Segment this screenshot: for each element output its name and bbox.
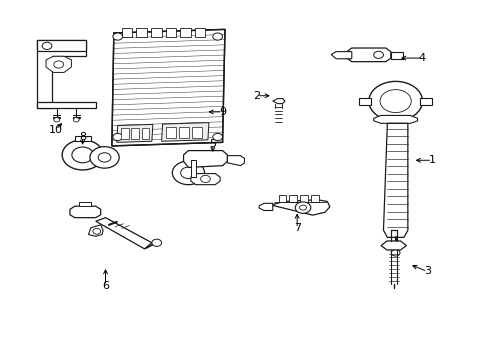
Polygon shape [289, 195, 297, 202]
Text: 2: 2 [253, 91, 260, 101]
Polygon shape [373, 116, 417, 123]
Polygon shape [166, 127, 176, 138]
Polygon shape [190, 174, 220, 185]
Polygon shape [112, 30, 224, 146]
Polygon shape [37, 40, 86, 51]
Circle shape [368, 81, 422, 121]
Polygon shape [88, 225, 103, 236]
Text: 10: 10 [49, 125, 62, 135]
Polygon shape [112, 30, 224, 146]
Circle shape [42, 42, 52, 49]
Text: 4: 4 [418, 53, 425, 63]
Circle shape [54, 61, 63, 68]
Circle shape [54, 118, 60, 122]
Text: 3: 3 [423, 266, 430, 276]
Polygon shape [191, 127, 201, 138]
Polygon shape [151, 28, 161, 37]
Polygon shape [79, 202, 91, 206]
Polygon shape [194, 28, 205, 37]
Circle shape [212, 33, 222, 40]
Polygon shape [358, 98, 370, 105]
Polygon shape [380, 241, 406, 250]
Polygon shape [300, 195, 307, 202]
Polygon shape [122, 28, 132, 37]
Circle shape [72, 147, 93, 163]
Polygon shape [383, 123, 407, 237]
Circle shape [379, 90, 410, 113]
Circle shape [390, 249, 399, 256]
Polygon shape [271, 200, 329, 215]
Text: 9: 9 [219, 107, 225, 117]
Circle shape [113, 33, 122, 40]
Polygon shape [180, 28, 190, 37]
Polygon shape [227, 156, 244, 166]
Polygon shape [37, 102, 96, 108]
Polygon shape [131, 128, 139, 139]
Polygon shape [165, 28, 176, 37]
Polygon shape [278, 195, 286, 202]
Polygon shape [190, 160, 195, 177]
Circle shape [90, 147, 119, 168]
Circle shape [299, 205, 306, 210]
Polygon shape [96, 218, 152, 249]
Text: 6: 6 [102, 281, 109, 291]
Text: 7: 7 [293, 224, 300, 233]
Polygon shape [117, 125, 153, 142]
Circle shape [212, 134, 222, 140]
Polygon shape [390, 51, 402, 59]
Circle shape [295, 202, 310, 213]
Circle shape [180, 167, 196, 179]
Polygon shape [183, 150, 227, 167]
Polygon shape [310, 195, 318, 202]
Polygon shape [161, 123, 208, 141]
Polygon shape [142, 128, 149, 139]
Polygon shape [136, 28, 147, 37]
Circle shape [373, 51, 383, 58]
Text: 8: 8 [79, 132, 86, 142]
Polygon shape [179, 127, 188, 138]
Circle shape [200, 175, 210, 183]
Circle shape [62, 140, 103, 170]
Polygon shape [272, 99, 285, 104]
Polygon shape [419, 98, 431, 105]
Polygon shape [259, 203, 272, 211]
Polygon shape [46, 56, 71, 72]
Circle shape [113, 134, 122, 140]
Text: 5: 5 [209, 139, 216, 149]
Polygon shape [121, 128, 129, 139]
Polygon shape [346, 48, 390, 62]
Circle shape [93, 228, 101, 234]
Circle shape [152, 239, 161, 246]
Circle shape [98, 153, 111, 162]
Circle shape [73, 118, 79, 122]
Polygon shape [75, 136, 91, 140]
Text: 1: 1 [428, 155, 435, 165]
Polygon shape [330, 51, 351, 59]
Circle shape [172, 161, 204, 185]
Polygon shape [70, 206, 101, 218]
Polygon shape [37, 40, 86, 108]
